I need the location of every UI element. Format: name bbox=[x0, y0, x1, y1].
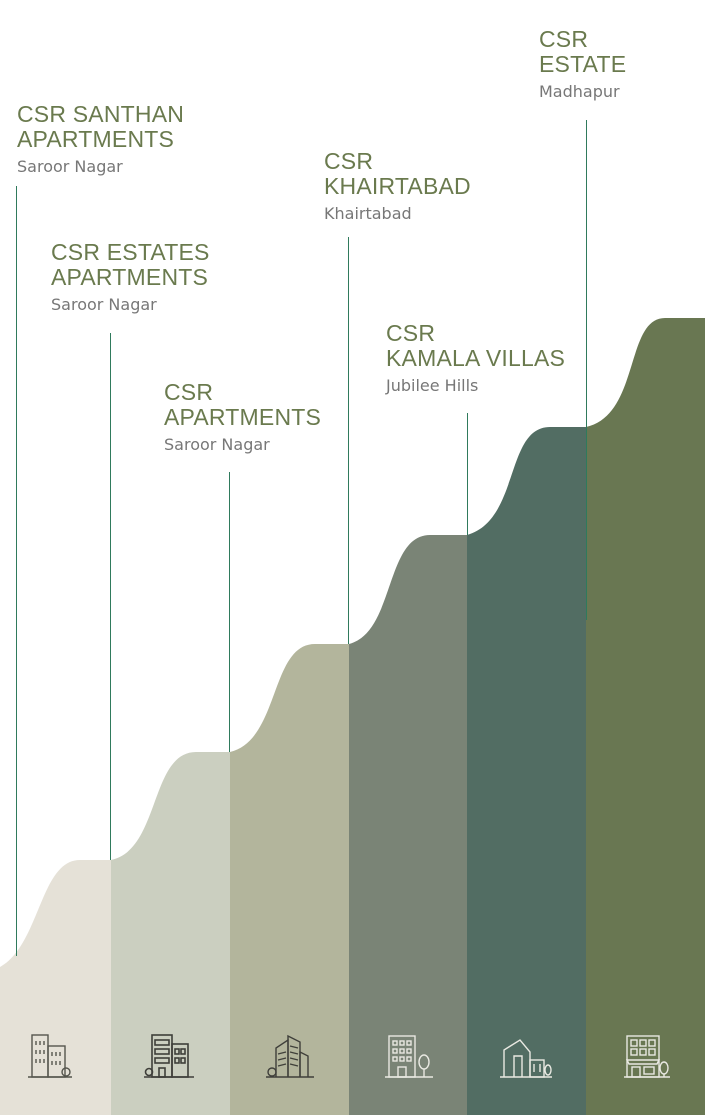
project-name: CSR KHAIRTABAD bbox=[324, 148, 471, 199]
project-location: Saroor Nagar bbox=[17, 157, 123, 176]
connector-line bbox=[586, 120, 587, 620]
office-tower-tree-icon bbox=[385, 1035, 433, 1078]
step-csr-estates-apartments bbox=[111, 752, 230, 1115]
project-label-csr-estate: CSR ESTATE Madhapur bbox=[539, 27, 626, 102]
project-location: Jubilee Hills bbox=[386, 376, 479, 395]
project-name: CSR SANTHAN APARTMENTS bbox=[17, 101, 185, 152]
project-name: CSR KAMALA VILLAS bbox=[386, 320, 566, 371]
connector-line bbox=[16, 186, 17, 956]
project-location: Madhapur bbox=[539, 82, 620, 101]
step-csr-santhan-apartments bbox=[0, 860, 111, 1115]
project-label-csr-estates-apartments: CSR ESTATES APARTMENTS Saroor Nagar bbox=[51, 240, 210, 315]
office-buildings-icon bbox=[28, 1034, 72, 1078]
step-csr-apartments bbox=[230, 644, 349, 1115]
connector-line bbox=[110, 333, 111, 860]
connector-line bbox=[348, 237, 349, 644]
villa-icon bbox=[500, 1039, 552, 1078]
project-location: Saroor Nagar bbox=[51, 295, 157, 314]
project-label-csr-apartments: CSR APARTMENTS Saroor Nagar bbox=[164, 380, 321, 455]
project-name: CSR ESTATES APARTMENTS bbox=[51, 239, 210, 290]
step-csr-kamala-villas bbox=[467, 427, 586, 1115]
project-name: CSR ESTATE bbox=[539, 26, 627, 77]
project-label-csr-kamala-villas: CSR KAMALA VILLAS Jubilee Hills bbox=[386, 321, 565, 396]
connector-line bbox=[467, 413, 468, 535]
project-location: Khairtabad bbox=[324, 204, 412, 223]
storefront-building-icon bbox=[624, 1035, 670, 1078]
step-csr-khairtabad bbox=[349, 535, 467, 1115]
apartment-block-icon bbox=[144, 1034, 194, 1078]
project-location: Saroor Nagar bbox=[164, 435, 270, 454]
project-label-csr-santhan-apartments: CSR SANTHAN APARTMENTS Saroor Nagar bbox=[17, 102, 184, 177]
connector-line bbox=[229, 472, 230, 752]
project-name: CSR APARTMENTS bbox=[164, 379, 322, 430]
project-label-csr-khairtabad: CSR KHAIRTABAD Khairtabad bbox=[324, 149, 471, 224]
step-csr-estate bbox=[586, 318, 705, 1115]
skyscrapers-icon bbox=[266, 1034, 314, 1078]
